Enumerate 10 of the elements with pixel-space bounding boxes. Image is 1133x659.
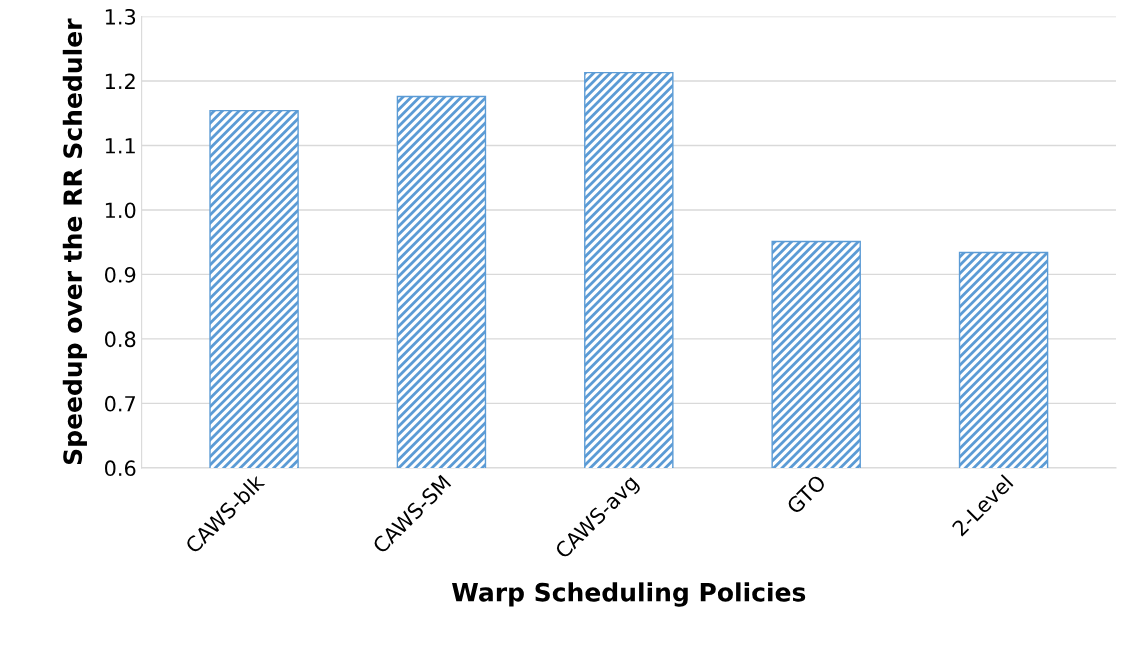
y-tick-label: 0.7 <box>105 395 135 412</box>
x-axis-title: Warp Scheduling Policies <box>451 582 806 607</box>
y-tick-label: 0.8 <box>105 331 136 348</box>
y-tick-label: 1.1 <box>105 138 135 154</box>
y-tick-label: 1.0 <box>105 202 136 219</box>
y-tick-label: 1.3 <box>105 8 136 25</box>
y-tick-label: 0.9 <box>105 266 136 283</box>
y-tick-label: 0.6 <box>105 460 136 477</box>
y-axis-title: Speedup over the RR Scheduler <box>62 18 87 465</box>
y-tick-label: 1.2 <box>105 73 135 89</box>
